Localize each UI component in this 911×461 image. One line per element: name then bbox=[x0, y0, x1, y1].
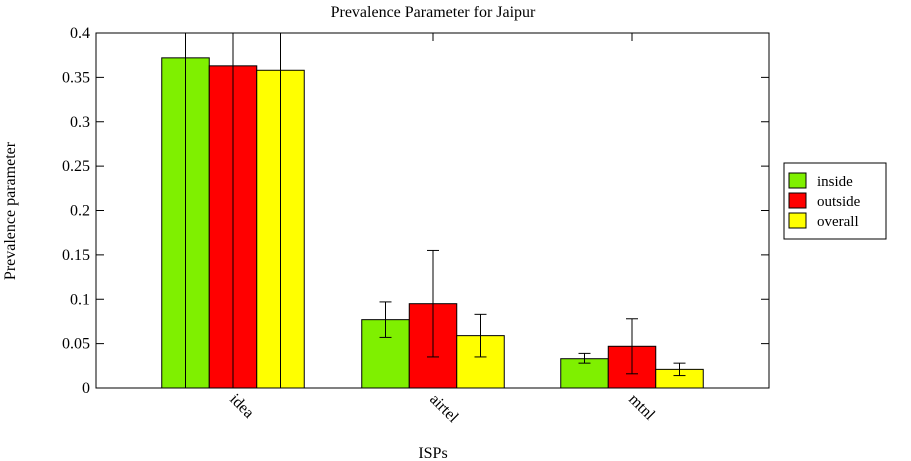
legend-swatch-overall bbox=[788, 212, 807, 229]
x-axis-label: ISPs bbox=[418, 445, 447, 461]
x-tick-label: mtnl bbox=[625, 391, 658, 424]
x-tick-label: airtel bbox=[426, 391, 462, 427]
x-tick-label: idea bbox=[226, 391, 257, 422]
y-tick-label: 0.1 bbox=[70, 291, 90, 308]
y-tick-label: 0.05 bbox=[62, 336, 90, 353]
bar-overall-airtel bbox=[456, 335, 505, 389]
y-tick-label: 0.15 bbox=[62, 247, 90, 264]
legend-swatch-inside bbox=[788, 172, 807, 189]
chart-title: Prevalence Parameter for Jaipur bbox=[331, 4, 536, 21]
legend-label-inside: inside bbox=[817, 174, 853, 190]
plot-frame bbox=[95, 32, 770, 389]
y-tick-label: 0.4 bbox=[70, 25, 90, 42]
legend-label-outside: outside bbox=[817, 194, 861, 210]
y-tick-label: 0.3 bbox=[70, 114, 90, 131]
y-axis-label: Prevalence parameter bbox=[2, 141, 19, 280]
y-tick-label: 0.2 bbox=[70, 203, 90, 220]
legend: inside outside overall bbox=[783, 162, 887, 240]
y-tick-label: 0.25 bbox=[62, 158, 90, 175]
y-tick-label: 0 bbox=[82, 380, 90, 397]
y-tick-label: 0.35 bbox=[62, 69, 90, 86]
bars bbox=[161, 33, 704, 389]
legend-swatch-outside bbox=[788, 192, 807, 209]
legend-label-overall: overall bbox=[817, 214, 859, 230]
